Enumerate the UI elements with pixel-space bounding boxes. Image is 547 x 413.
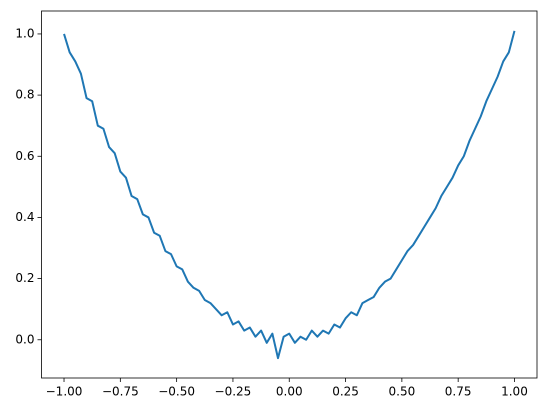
y-tick-label: 1.0 [15,26,34,40]
y-tick-label: 0.4 [15,210,34,224]
y-tick-label: 0.6 [15,149,34,163]
data-line [63,30,516,360]
y-tick-label: 0.0 [15,332,34,346]
x-tick-label: 0.00 [276,385,303,399]
x-tick-label: −1.00 [46,385,83,399]
x-tick-label: −0.50 [158,385,195,399]
plot-frame [41,10,538,379]
x-tick-label: −0.25 [215,385,252,399]
x-tick-label: 0.25 [332,385,359,399]
x-tick-label: 0.75 [445,385,472,399]
x-tick-label: 0.50 [389,385,416,399]
y-tick-label: 0.2 [15,271,34,285]
x-tick-label: 1.00 [501,385,528,399]
x-tick-label: −0.75 [102,385,139,399]
y-tick-label: 0.8 [15,88,34,102]
